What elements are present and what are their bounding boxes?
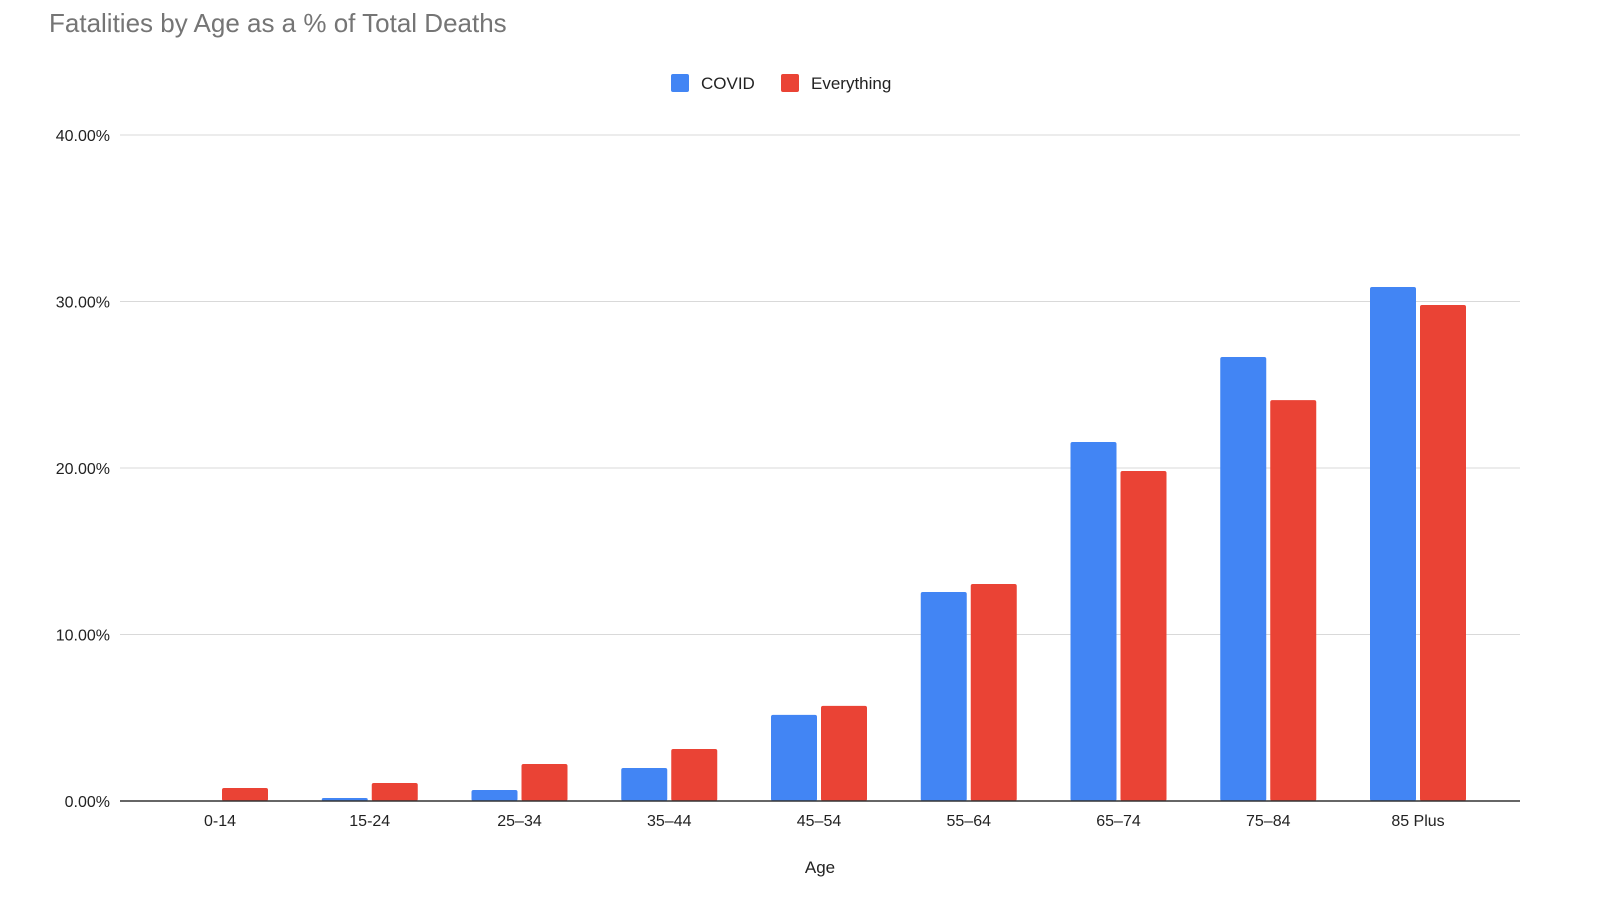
legend-swatch-everything <box>781 74 799 92</box>
bar-everything-1 <box>371 783 418 801</box>
x-tick-label: 45–54 <box>797 813 842 830</box>
bar-everything-3 <box>671 749 718 801</box>
bar-everything-2 <box>521 764 568 801</box>
x-tick-label: 55–64 <box>947 813 992 830</box>
legend-swatch-covid <box>671 74 689 92</box>
x-tick-label: 25–34 <box>497 813 542 830</box>
x-tick-label: 65–74 <box>1096 813 1141 830</box>
bar-covid-3 <box>621 768 668 801</box>
bar-covid-4 <box>771 714 817 801</box>
bar-everything-4 <box>821 705 867 801</box>
x-tick-label: 75–84 <box>1246 813 1291 830</box>
y-tick-label: 20.00% <box>56 461 110 478</box>
y-tick-label: 10.00% <box>56 628 110 645</box>
bar-covid-2 <box>471 790 518 801</box>
legend: COVID Everything <box>671 74 891 93</box>
y-tick-label: 40.00% <box>56 128 110 145</box>
bar-everything-6 <box>1120 470 1167 801</box>
x-tick-label: 15-24 <box>349 813 390 830</box>
y-tick-label: 30.00% <box>56 295 110 312</box>
chart-title: Fatalities by Age as a % of Total Deaths <box>49 8 507 38</box>
x-tick-label: 35–44 <box>647 813 692 830</box>
x-tick-label: 85 Plus <box>1391 813 1444 830</box>
bar-covid-5 <box>920 592 967 801</box>
x-axis-title: Age <box>805 858 835 877</box>
x-tick-label: 0-14 <box>204 813 236 830</box>
bar-covid-8 <box>1370 287 1416 801</box>
bar-everything-8 <box>1420 304 1466 801</box>
bar-covid-6 <box>1070 442 1117 801</box>
bar-everything-0 <box>222 788 268 801</box>
bar-everything-7 <box>1270 400 1317 801</box>
legend-label-everything: Everything <box>811 74 891 93</box>
bar-covid-7 <box>1220 356 1267 801</box>
bar-everything-5 <box>970 584 1017 801</box>
y-tick-label: 0.00% <box>65 794 110 811</box>
legend-label-covid: COVID <box>701 74 755 93</box>
